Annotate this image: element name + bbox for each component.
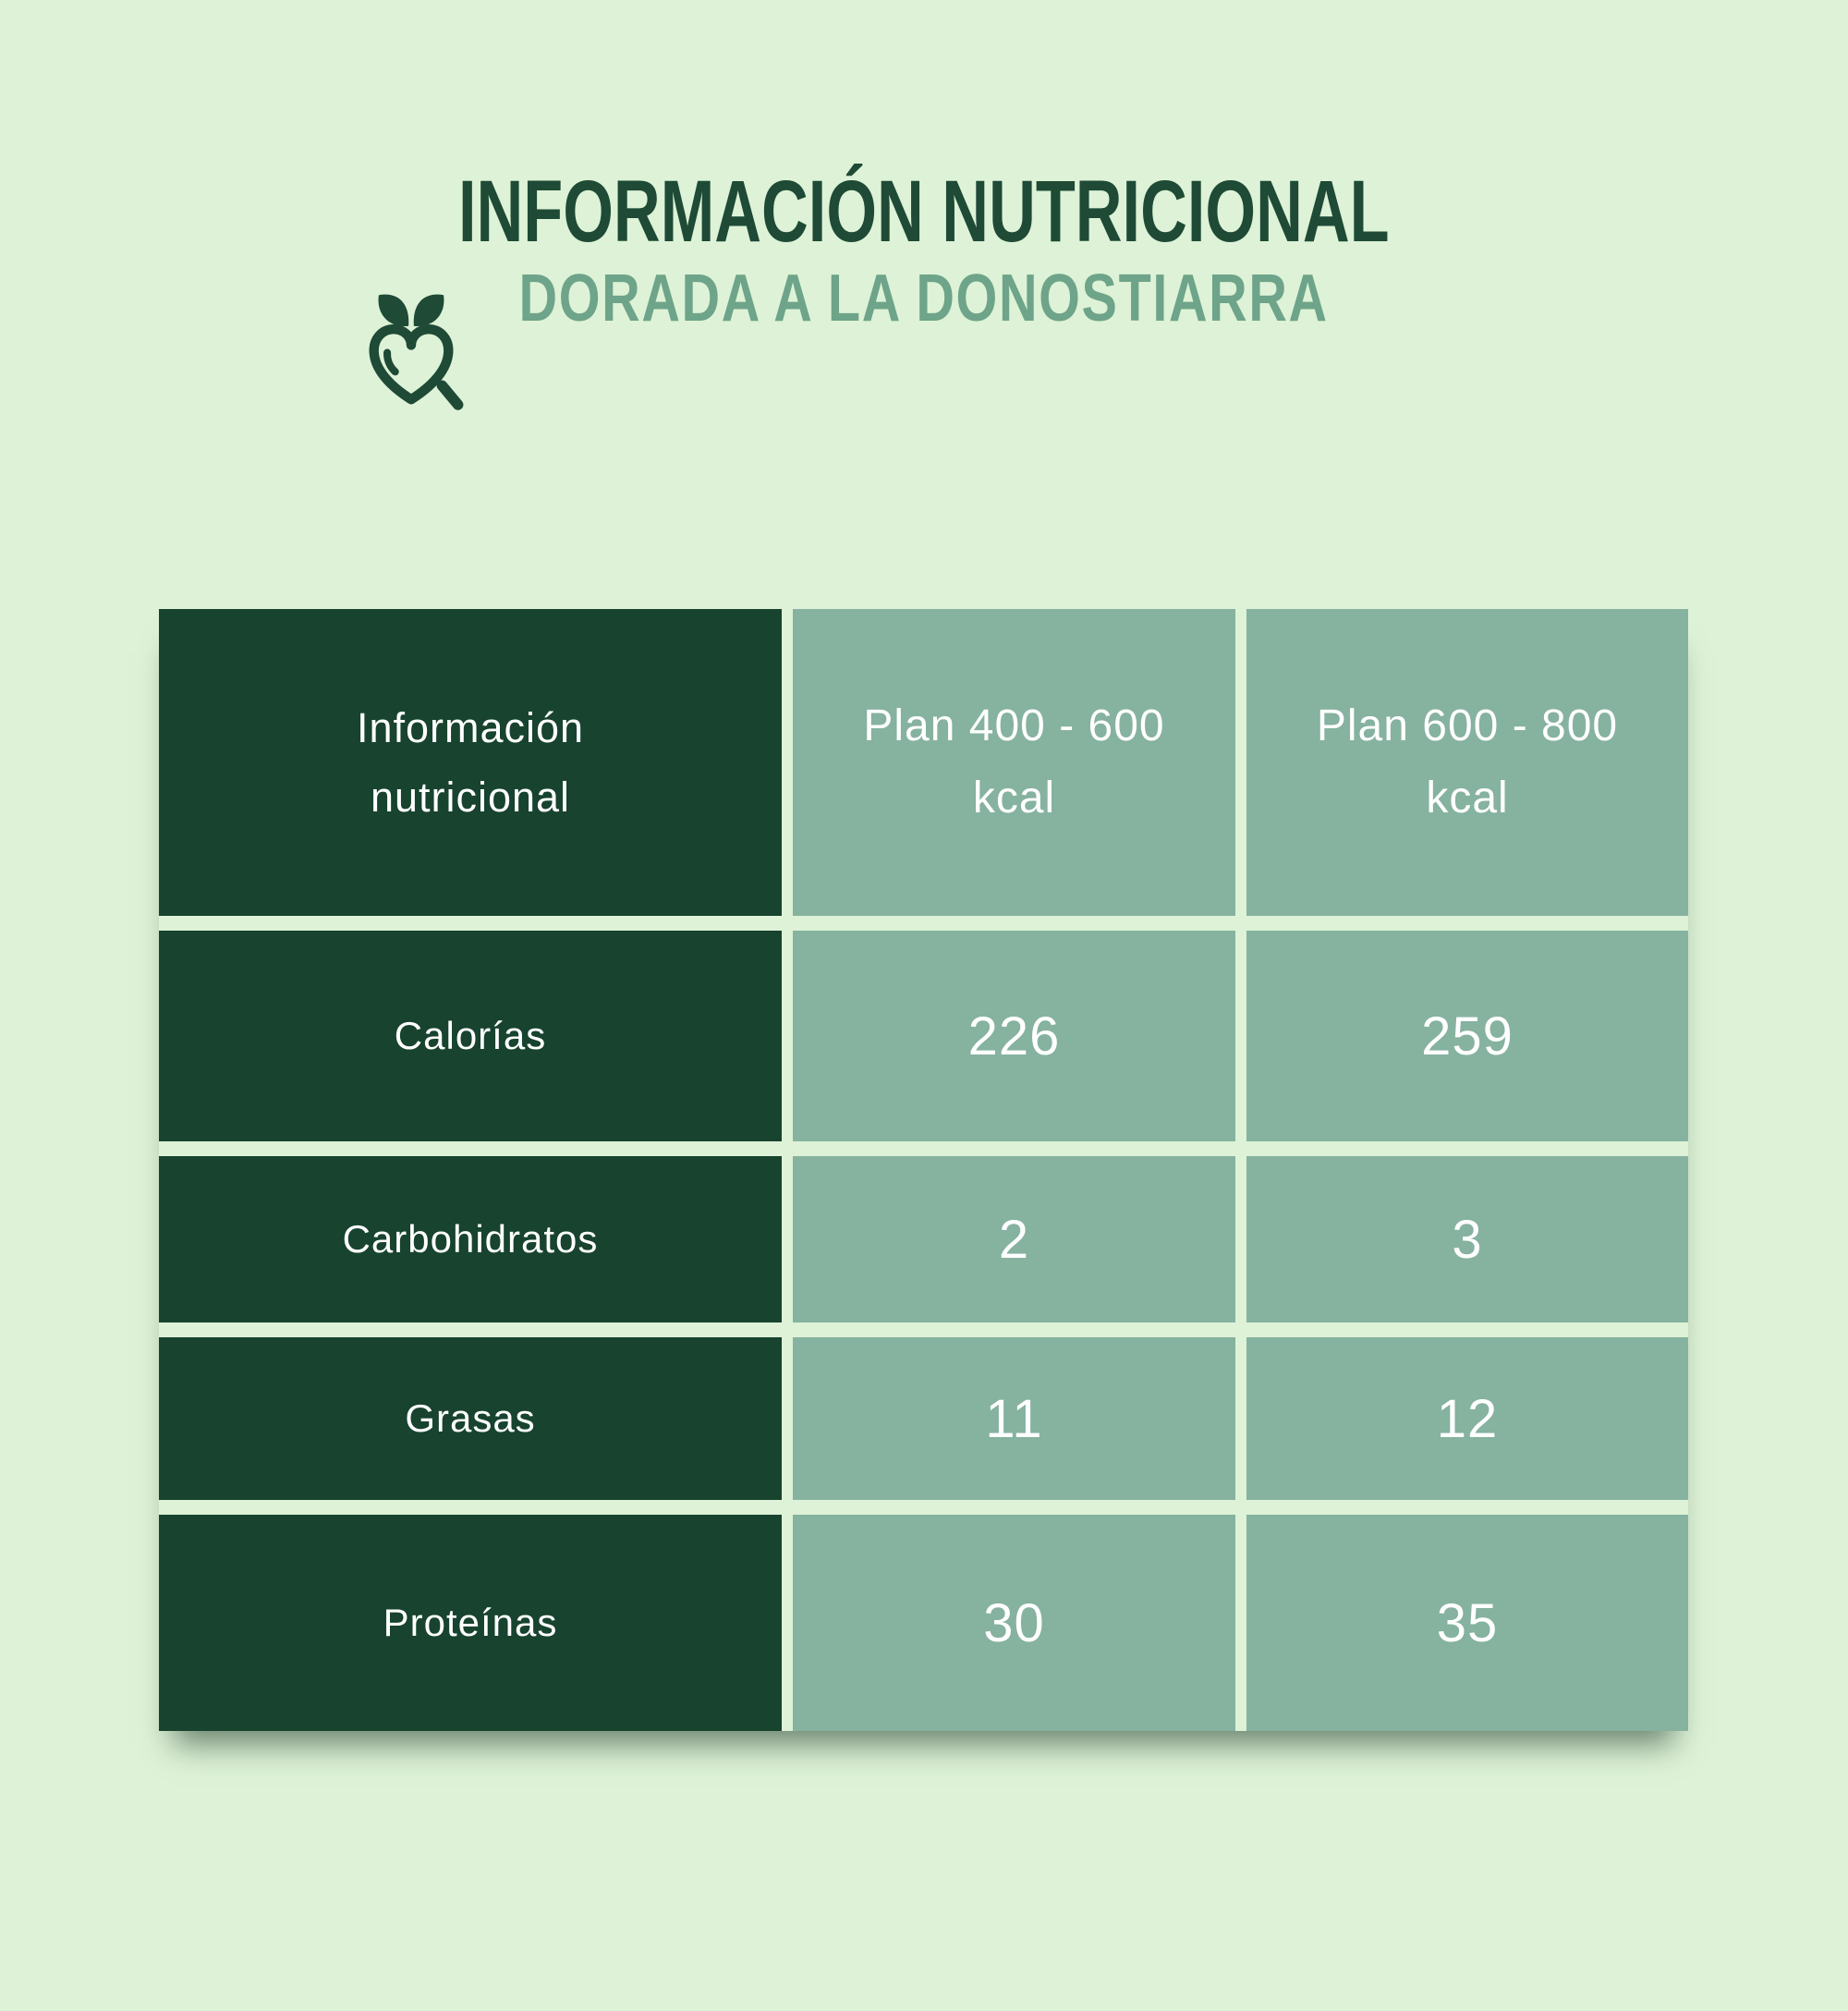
row-label-proteinas: Proteínas <box>159 1515 782 1731</box>
leaf-left-icon <box>378 294 409 327</box>
column-header-plan-400-600: Plan 400 - 600 kcal <box>793 609 1235 916</box>
heart-shine-icon <box>383 348 399 376</box>
row-label-carbohidratos: Carbohidratos <box>159 1156 782 1322</box>
page-subtitle: DORADA A LA DONOSTIARRA <box>0 262 1848 335</box>
value-carbohidratos-plan1: 2 <box>793 1156 1235 1322</box>
nutrition-table: Información nutricional Plan 400 - 600 k… <box>159 609 1688 1731</box>
value-grasas-plan2: 12 <box>1246 1337 1688 1500</box>
value-calorias-plan1: 226 <box>793 931 1235 1141</box>
page-title-text: INFORMACIÓN NUTRICIONAL <box>458 163 1390 261</box>
leaf-right-icon <box>413 294 444 327</box>
value-proteinas-plan2: 35 <box>1246 1515 1688 1731</box>
column-header-plan-600-800: Plan 600 - 800 kcal <box>1246 609 1688 916</box>
heart-apple-magnifier-icon <box>369 294 464 410</box>
page-subtitle-text: DORADA A LA DONOSTIARRA <box>518 262 1330 336</box>
magnifier-handle-icon <box>436 380 464 410</box>
row-label-calorias: Calorías <box>159 931 782 1141</box>
row-label-grasas: Grasas <box>159 1337 782 1500</box>
value-grasas-plan1: 11 <box>793 1337 1235 1500</box>
page-title: INFORMACIÓN NUTRICIONAL <box>0 163 1848 261</box>
value-proteinas-plan1: 30 <box>793 1515 1235 1731</box>
value-carbohidratos-plan2: 3 <box>1246 1156 1688 1322</box>
table-corner-header: Información nutricional <box>159 609 782 916</box>
value-calorias-plan2: 259 <box>1246 931 1688 1141</box>
heart-outline-icon <box>369 324 454 405</box>
